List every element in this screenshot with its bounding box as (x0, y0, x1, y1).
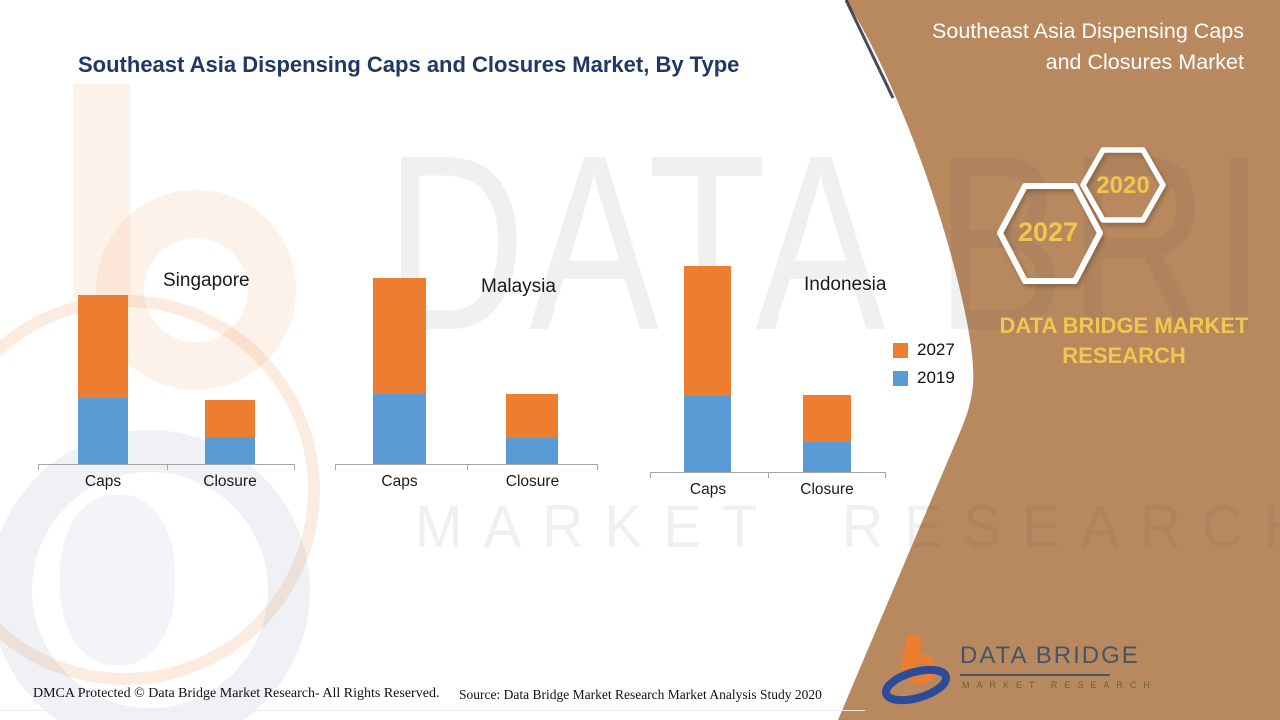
brand-text-line1: DATA BRIDGE MARKET (999, 313, 1249, 338)
brand-text: DATA BRIDGE MARKET RESEARCH (990, 311, 1258, 371)
legend-swatch-2027 (893, 342, 908, 358)
brown-panel-shape (838, 0, 1280, 720)
logo-tagline: MARKET RESEARCH (962, 680, 1157, 690)
legend-item-2019: 2019 (893, 368, 955, 388)
bar-segment-2019 (373, 394, 426, 464)
axis-tick (650, 473, 651, 478)
category-label-closure: Closure (505, 473, 560, 490)
axis-tick (597, 465, 598, 470)
bar-segment-2027 (373, 278, 426, 394)
bar-indonesia-caps (684, 266, 731, 472)
bar-segment-2027 (803, 395, 851, 442)
data-bridge-logo-icon (881, 634, 951, 705)
x-axis-malaysia (335, 464, 598, 470)
axis-tick (335, 465, 336, 470)
bar-segment-2027 (78, 295, 128, 398)
axis-tick (166, 465, 168, 470)
logo-blue-swoosh (881, 665, 951, 705)
axis-tick (768, 473, 769, 478)
category-label-caps: Caps (689, 481, 727, 498)
footer-divider-line (0, 710, 865, 711)
hexagon-2027-outline-icon (997, 183, 1103, 284)
page-title: Southeast Asia Dispensing Caps and Closu… (78, 52, 740, 77)
axis-tick (466, 465, 468, 470)
category-label-closure: Closure (800, 481, 854, 498)
chart-group-indonesia: Indonesia Caps Closure (650, 250, 887, 498)
hexagon-year-2027: 2027 (1017, 217, 1079, 247)
panel-title: Southeast Asia Dispensing Caps and Closu… (824, 16, 1244, 78)
chart-legend: 2027 2019 (893, 340, 955, 396)
hexagon-2020-outline-icon (1080, 147, 1166, 223)
logo-wordmark: DATA BRIDGE (960, 642, 1140, 669)
category-label-caps: Caps (84, 473, 122, 490)
legend-item-2027: 2027 (893, 340, 955, 360)
bar-singapore-closure (205, 400, 255, 464)
panel-title-line1: Southeast Asia Dispensing Caps (932, 19, 1244, 43)
footer-dmca-text: DMCA Protected © Data Bridge Market Rese… (33, 686, 440, 701)
bar-segment-2019 (205, 437, 255, 464)
bar-segment-2027 (506, 394, 558, 438)
bar-segment-2019 (506, 438, 558, 464)
category-label-caps: Caps (381, 473, 418, 490)
hexagon-year-2020: 2020 (1096, 172, 1150, 199)
bar-indonesia-closure (803, 395, 851, 472)
legend-label-2027: 2027 (917, 340, 955, 359)
chart-title-indonesia: Indonesia (804, 274, 887, 295)
bar-segment-2019 (78, 398, 128, 464)
bar-segment-2027 (205, 400, 255, 437)
axis-tick (38, 465, 39, 470)
legend-swatch-2019 (893, 370, 908, 386)
axis-tick (885, 473, 886, 478)
bar-segment-2027 (684, 266, 731, 396)
watermark-blue-swoosh-icon (60, 495, 175, 665)
logo-divider (960, 674, 1110, 676)
bar-segment-2019 (684, 396, 731, 472)
bar-singapore-caps (78, 295, 128, 464)
brand-text-line2: RESEARCH (1062, 343, 1186, 368)
chart-group-malaysia: Malaysia Caps Closure (335, 250, 598, 490)
chart-group-singapore: Singapore Caps Closure (38, 250, 295, 490)
chart-title-malaysia: Malaysia (481, 276, 556, 297)
bar-malaysia-closure (506, 394, 558, 464)
axis-tick (294, 465, 295, 470)
legend-label-2019: 2019 (917, 368, 955, 387)
category-label-closure: Closure (203, 473, 257, 490)
x-axis-indonesia (650, 472, 886, 478)
hexagon-year-badges (997, 147, 1166, 284)
footer-source-text: Source: Data Bridge Market Research Mark… (459, 687, 822, 702)
panel-title-line2: and Closures Market (1045, 50, 1244, 74)
x-axis-singapore (38, 464, 295, 470)
bar-segment-2019 (803, 442, 851, 472)
bar-malaysia-caps (373, 278, 426, 464)
chart-title-singapore: Singapore (163, 270, 250, 291)
panel-edge-accent-line (844, 0, 895, 99)
data-bridge-logo: DATA BRIDGE MARKET RESEARCH (878, 630, 1150, 710)
